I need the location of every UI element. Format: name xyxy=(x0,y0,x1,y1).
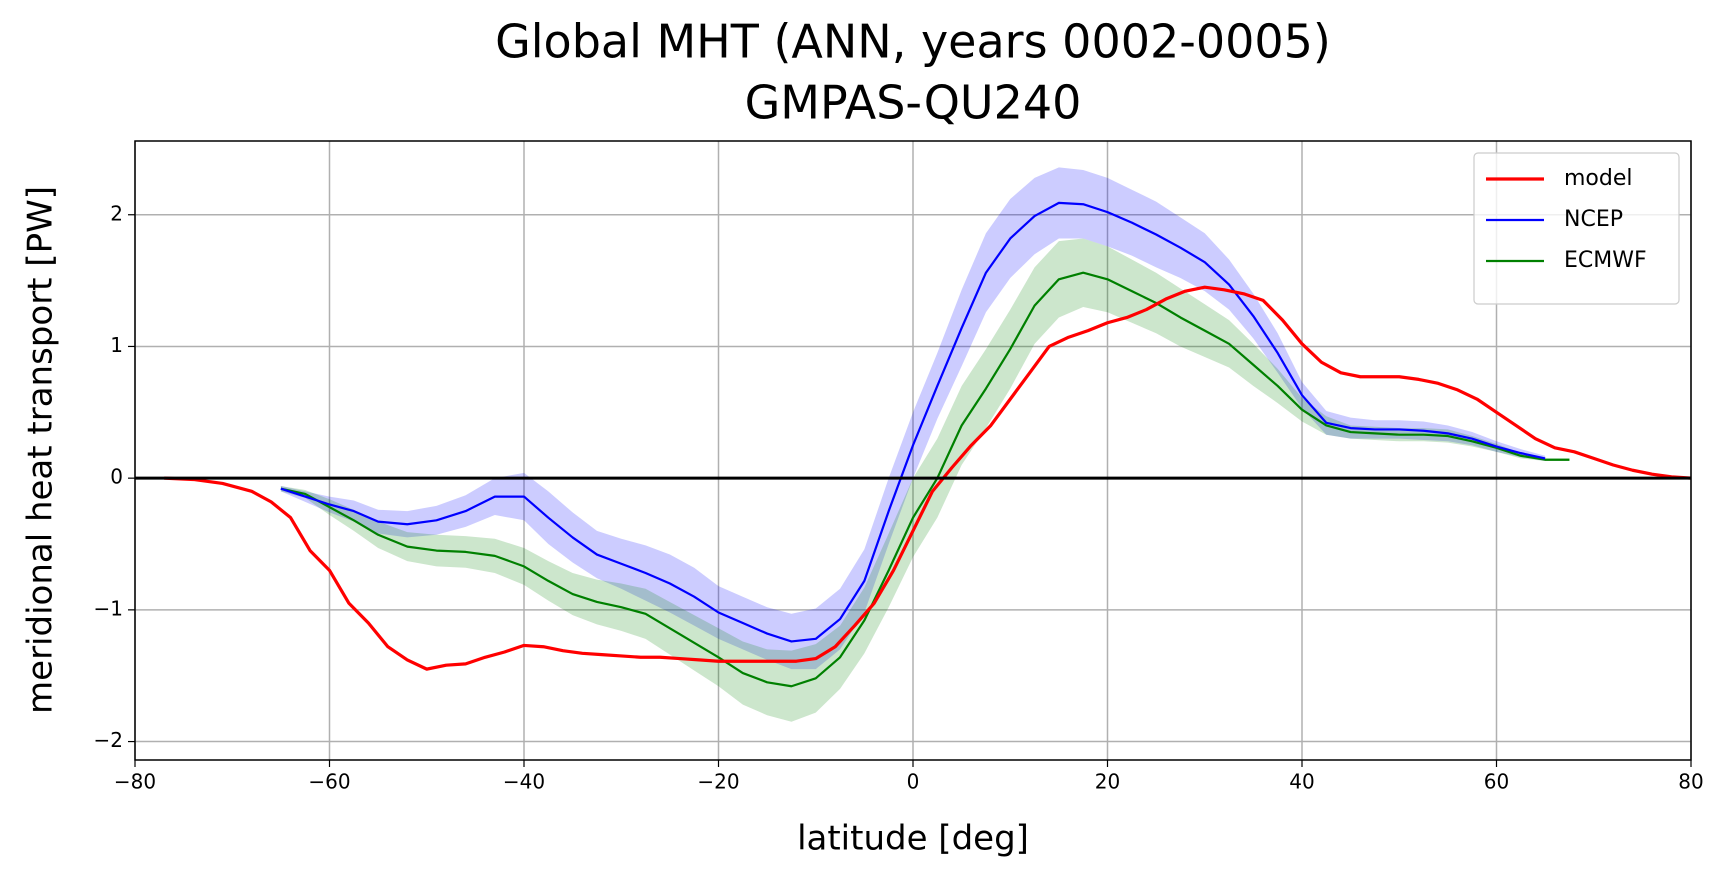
legend-label: ECMWF xyxy=(1564,248,1647,273)
legend-label: NCEP xyxy=(1564,207,1623,232)
y-tick-label: 2 xyxy=(110,201,123,225)
y-tick-label: 1 xyxy=(110,333,123,357)
x-tick-label: 80 xyxy=(1678,770,1703,794)
plot-frame xyxy=(134,140,1692,761)
x-tick-label: 0 xyxy=(907,770,920,794)
x-tick-label: −80 xyxy=(114,770,156,794)
y-tick-label: 0 xyxy=(110,465,123,489)
x-tick-label: −20 xyxy=(697,770,739,794)
y-tick-label: −1 xyxy=(94,596,123,620)
line xyxy=(280,201,1546,643)
x-tick-label: 40 xyxy=(1289,770,1314,794)
band xyxy=(280,167,1546,670)
x-tick-label: −60 xyxy=(308,770,350,794)
y-axis-label: meridional heat transport [PW] xyxy=(21,186,61,714)
chart-subtitle: GMPAS-QU240 xyxy=(745,76,1082,130)
legend-label: model xyxy=(1564,166,1633,191)
x-tick-label: 60 xyxy=(1484,770,1509,794)
chart-title: Global MHT (ANN, years 0002-0005) xyxy=(495,15,1331,69)
x-axis-label: latitude [deg] xyxy=(797,819,1029,859)
legend-box xyxy=(1473,152,1680,305)
x-tick-label: 20 xyxy=(1095,770,1120,794)
y-tick-label: −2 xyxy=(94,728,123,752)
band xyxy=(280,238,1570,722)
x-tick-label: −40 xyxy=(503,770,545,794)
